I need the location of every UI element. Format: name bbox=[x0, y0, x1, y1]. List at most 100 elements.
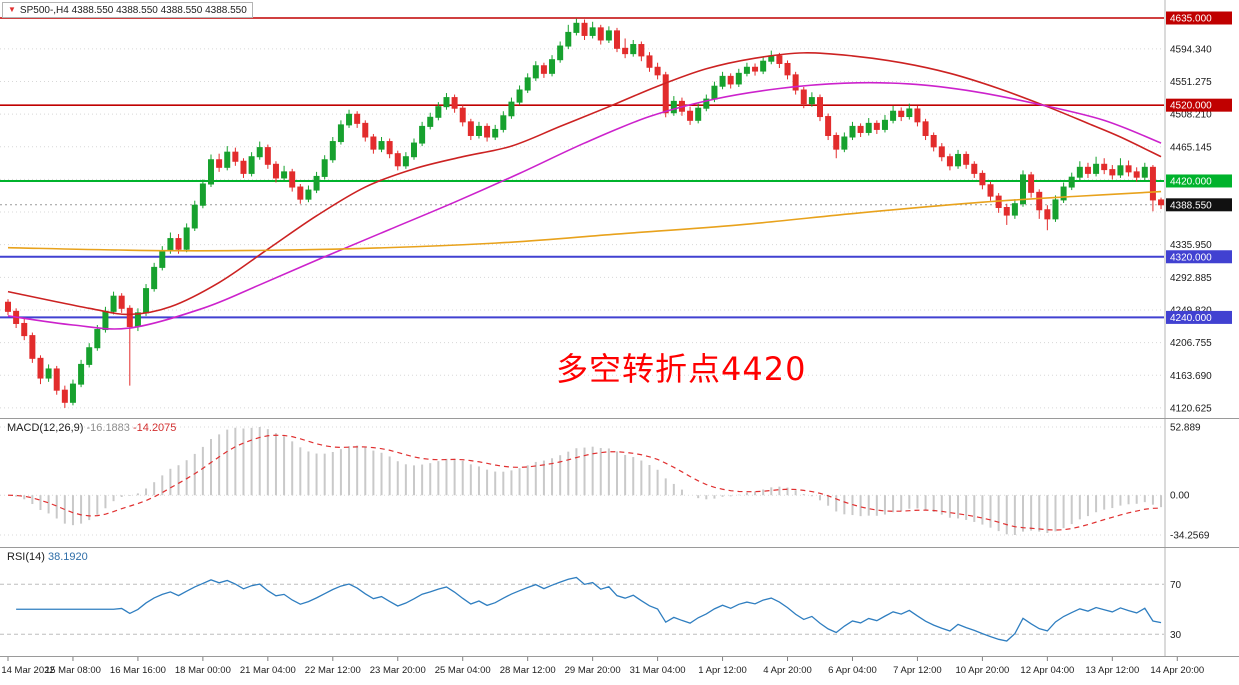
candle-body bbox=[411, 142, 417, 158]
candle-body bbox=[1133, 171, 1140, 178]
candle-body bbox=[281, 171, 288, 179]
candle-body bbox=[638, 44, 645, 57]
candle-body bbox=[1028, 174, 1035, 193]
candle-body bbox=[500, 115, 507, 130]
macd-signal-line bbox=[7, 434, 1162, 531]
candle-body bbox=[37, 357, 44, 379]
candle-body bbox=[833, 134, 840, 150]
candle-body bbox=[1020, 174, 1026, 205]
candle-body bbox=[946, 156, 953, 167]
rsi-canvas[interactable]: 70 30 bbox=[0, 548, 1239, 656]
candle-body bbox=[232, 151, 239, 162]
candle-body bbox=[69, 383, 76, 403]
candle-body bbox=[451, 97, 458, 109]
candle-body bbox=[1109, 169, 1116, 176]
candle-body bbox=[646, 55, 653, 68]
candle-body bbox=[143, 288, 150, 314]
candle-body bbox=[484, 125, 491, 138]
price-axis-label: 4594.340 bbox=[1170, 44, 1212, 55]
candle-body bbox=[597, 27, 604, 41]
candle-body bbox=[508, 101, 515, 117]
candle-body bbox=[435, 106, 442, 118]
candle-body bbox=[873, 122, 880, 130]
level-price-badge: 4420.000 bbox=[1170, 176, 1212, 187]
macd-canvas[interactable]: 52.889 0.00 -34.2569 bbox=[0, 419, 1239, 547]
candle-body bbox=[979, 172, 986, 186]
candle-body bbox=[1125, 165, 1132, 173]
candle-body bbox=[329, 141, 336, 161]
macd-axis-label: 0.00 bbox=[1170, 491, 1190, 502]
candle-body bbox=[1068, 176, 1075, 188]
rsi-line bbox=[16, 576, 1162, 642]
candle-body bbox=[305, 189, 312, 200]
level-price-badge-bg bbox=[1166, 250, 1232, 264]
candle-body bbox=[784, 62, 791, 76]
macd-panel[interactable]: 52.889 0.00 -34.2569 bbox=[0, 418, 1239, 547]
candle-body bbox=[1093, 163, 1100, 174]
price-chart-canvas[interactable]: 4594.340 4551.275 4508.210 4465.145 4335.950… bbox=[0, 0, 1239, 418]
candle-body bbox=[857, 125, 864, 133]
level-price-badge: 4635.000 bbox=[1170, 14, 1212, 25]
candle-body bbox=[378, 141, 385, 150]
candle-body bbox=[524, 77, 531, 91]
candle-body bbox=[760, 60, 767, 72]
ma-mid-magenta bbox=[7, 81, 1162, 330]
time-axis-panel[interactable]: 14 Mar 2022 15 Mar 08:00 16 Mar 16:00 18 Ma… bbox=[0, 656, 1239, 685]
candle-body bbox=[443, 97, 450, 108]
candle-body bbox=[1149, 166, 1156, 201]
candle-body bbox=[549, 59, 556, 74]
time-axis-label: 14 Apr 20:00 bbox=[1150, 665, 1204, 676]
symbol-info-box: ▼ SP500-,H4 4388.550 4388.550 4388.550 4… bbox=[2, 2, 253, 18]
macd-axis-label: -34.2569 bbox=[1170, 531, 1210, 542]
candle-body bbox=[1003, 207, 1010, 216]
candle-body bbox=[938, 146, 945, 158]
symbol-ohlc-text: SP500-,H4 4388.550 4388.550 4388.550 438… bbox=[19, 4, 247, 16]
candle-body bbox=[289, 171, 296, 188]
candle-body bbox=[467, 121, 474, 136]
candle-body bbox=[240, 160, 247, 174]
candle-body bbox=[752, 66, 759, 72]
price-axis-label: 4163.690 bbox=[1170, 371, 1212, 382]
time-axis-label: 7 Apr 12:00 bbox=[893, 665, 942, 676]
price-axis-label: 4292.885 bbox=[1170, 273, 1212, 284]
candle-body bbox=[654, 66, 661, 76]
level-price-badge: 4240.000 bbox=[1170, 313, 1212, 324]
candle-body bbox=[346, 113, 353, 126]
candle-body bbox=[890, 110, 897, 121]
time-axis-label: 23 Mar 20:00 bbox=[370, 665, 426, 676]
candle-body bbox=[955, 153, 962, 167]
current-price-badge-bg bbox=[1166, 198, 1232, 212]
candle-body bbox=[841, 136, 848, 150]
candle-body bbox=[849, 125, 856, 138]
price-axis-label: 4120.625 bbox=[1170, 403, 1212, 414]
candle-body bbox=[614, 30, 620, 49]
candle-body bbox=[516, 89, 523, 103]
candle-body bbox=[256, 147, 263, 158]
candle-body bbox=[914, 108, 921, 123]
candle-body bbox=[557, 45, 564, 61]
candle-body bbox=[5, 301, 11, 312]
rsi-panel[interactable]: 70 30 bbox=[0, 547, 1239, 656]
candle-body bbox=[321, 159, 328, 177]
candle-body bbox=[199, 183, 206, 206]
candle-body bbox=[565, 31, 572, 47]
price-axis-label: 4508.210 bbox=[1170, 110, 1212, 121]
candle-body bbox=[1084, 166, 1091, 174]
candle-body bbox=[21, 322, 28, 337]
candle-body bbox=[670, 100, 677, 114]
candle-body bbox=[589, 27, 596, 36]
time-axis-label: 29 Mar 20:00 bbox=[565, 665, 621, 676]
price-axis-label: 4551.275 bbox=[1170, 77, 1212, 88]
candle-body bbox=[735, 72, 742, 85]
candle-body bbox=[776, 55, 783, 64]
candle-body bbox=[630, 44, 637, 55]
level-price-badge-bg bbox=[1166, 174, 1232, 188]
macd-signal-value: -14.2075 bbox=[132, 422, 177, 434]
candle-body bbox=[581, 22, 588, 36]
candle-body bbox=[922, 121, 929, 136]
time-axis-label: 15 Mar 08:00 bbox=[45, 665, 101, 676]
price-chart-panel[interactable]: 4594.340 4551.275 4508.210 4465.145 4335.950… bbox=[0, 0, 1239, 418]
level-price-badge-bg bbox=[1166, 98, 1232, 112]
candle-body bbox=[402, 156, 409, 167]
